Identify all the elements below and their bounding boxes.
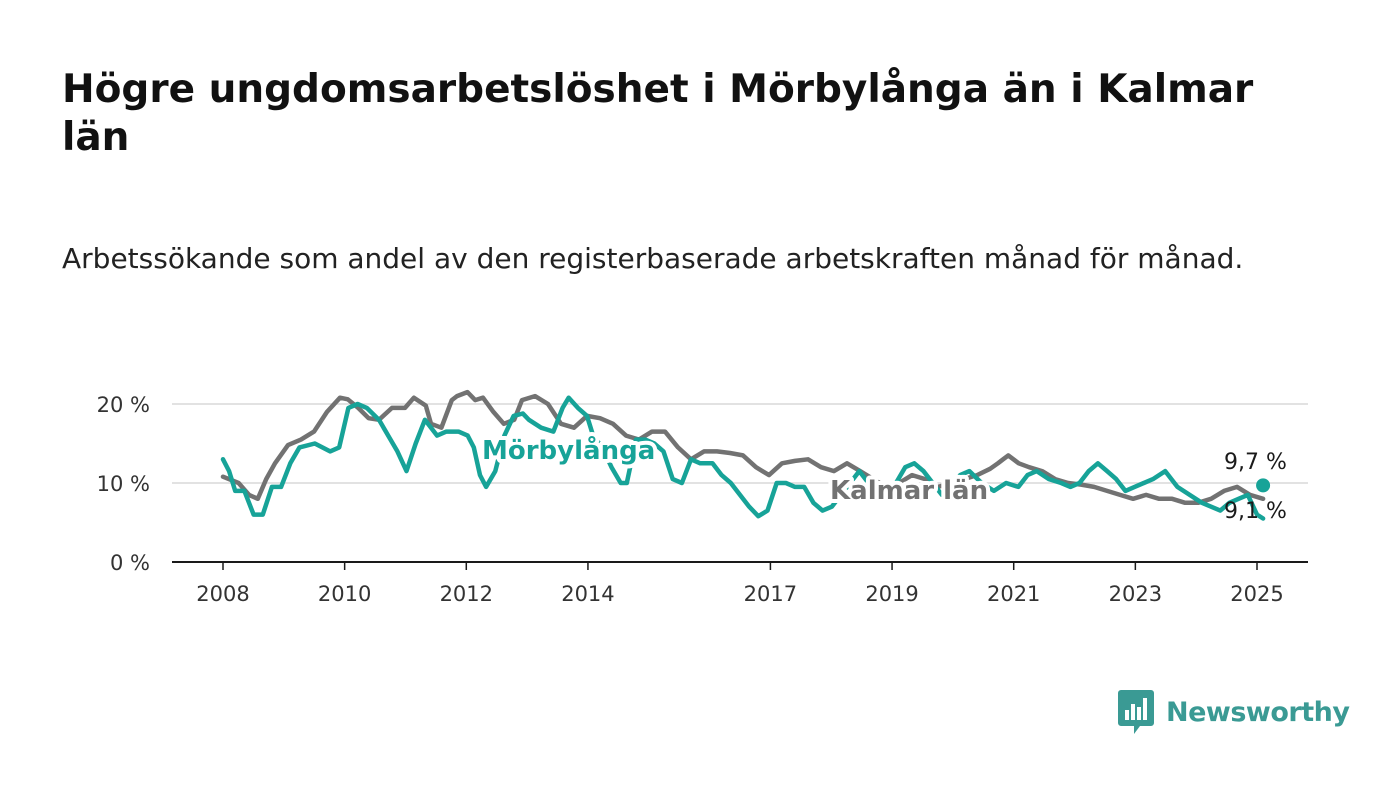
series-lines: [220, 389, 1271, 521]
newsworthy-logo: Newsworthy: [1118, 690, 1350, 734]
y-tick-label: 20 %: [97, 393, 150, 417]
newsworthy-logo-icon: [1118, 690, 1154, 734]
series-line-kalmar-l-n: [220, 389, 1266, 506]
series-label-kalmar: Kalmar län: [830, 476, 988, 506]
x-tick-label: 2025: [1230, 582, 1283, 606]
chart-subtitle: Arbetssökande som andel av den registerb…: [62, 242, 1244, 275]
x-tick-label: 2012: [440, 582, 493, 606]
x-tick-label: 2010: [318, 582, 371, 606]
y-axis-tick-labels: 0 % 10 % 20 %: [97, 393, 150, 575]
end-value-morbylanga: 9,7 %: [1224, 450, 1287, 475]
brand-name: Newsworthy: [1166, 696, 1350, 728]
chart-title: Högre ungdomsarbetslöshet i Mörbylånga ä…: [62, 67, 1254, 160]
y-tick-label: 10 %: [97, 472, 150, 496]
x-tick-label: 2023: [1109, 582, 1162, 606]
series-end-dot: [1256, 478, 1271, 493]
end-value-kalmar: 9,1 %: [1224, 499, 1287, 524]
x-tick-label: 2014: [561, 582, 614, 606]
series-label-kalmar-halo: Kalmar län: [830, 476, 988, 506]
x-tick-label: 2019: [865, 582, 918, 606]
y-tick-label: 0 %: [110, 551, 150, 575]
x-tick-label: 2008: [196, 582, 249, 606]
x-axis: 2008 2010 2012 2014 2017 2019 2021 2023 2025: [172, 561, 1308, 606]
series-label-morbylanga-halo: Mörbylånga: [482, 434, 655, 466]
x-tick-label: 2017: [744, 582, 797, 606]
series-line-m-rbyl-nga: [220, 395, 1266, 521]
series-label-morbylanga: Mörbylånga: [482, 434, 655, 466]
x-tick-label: 2021: [987, 582, 1040, 606]
